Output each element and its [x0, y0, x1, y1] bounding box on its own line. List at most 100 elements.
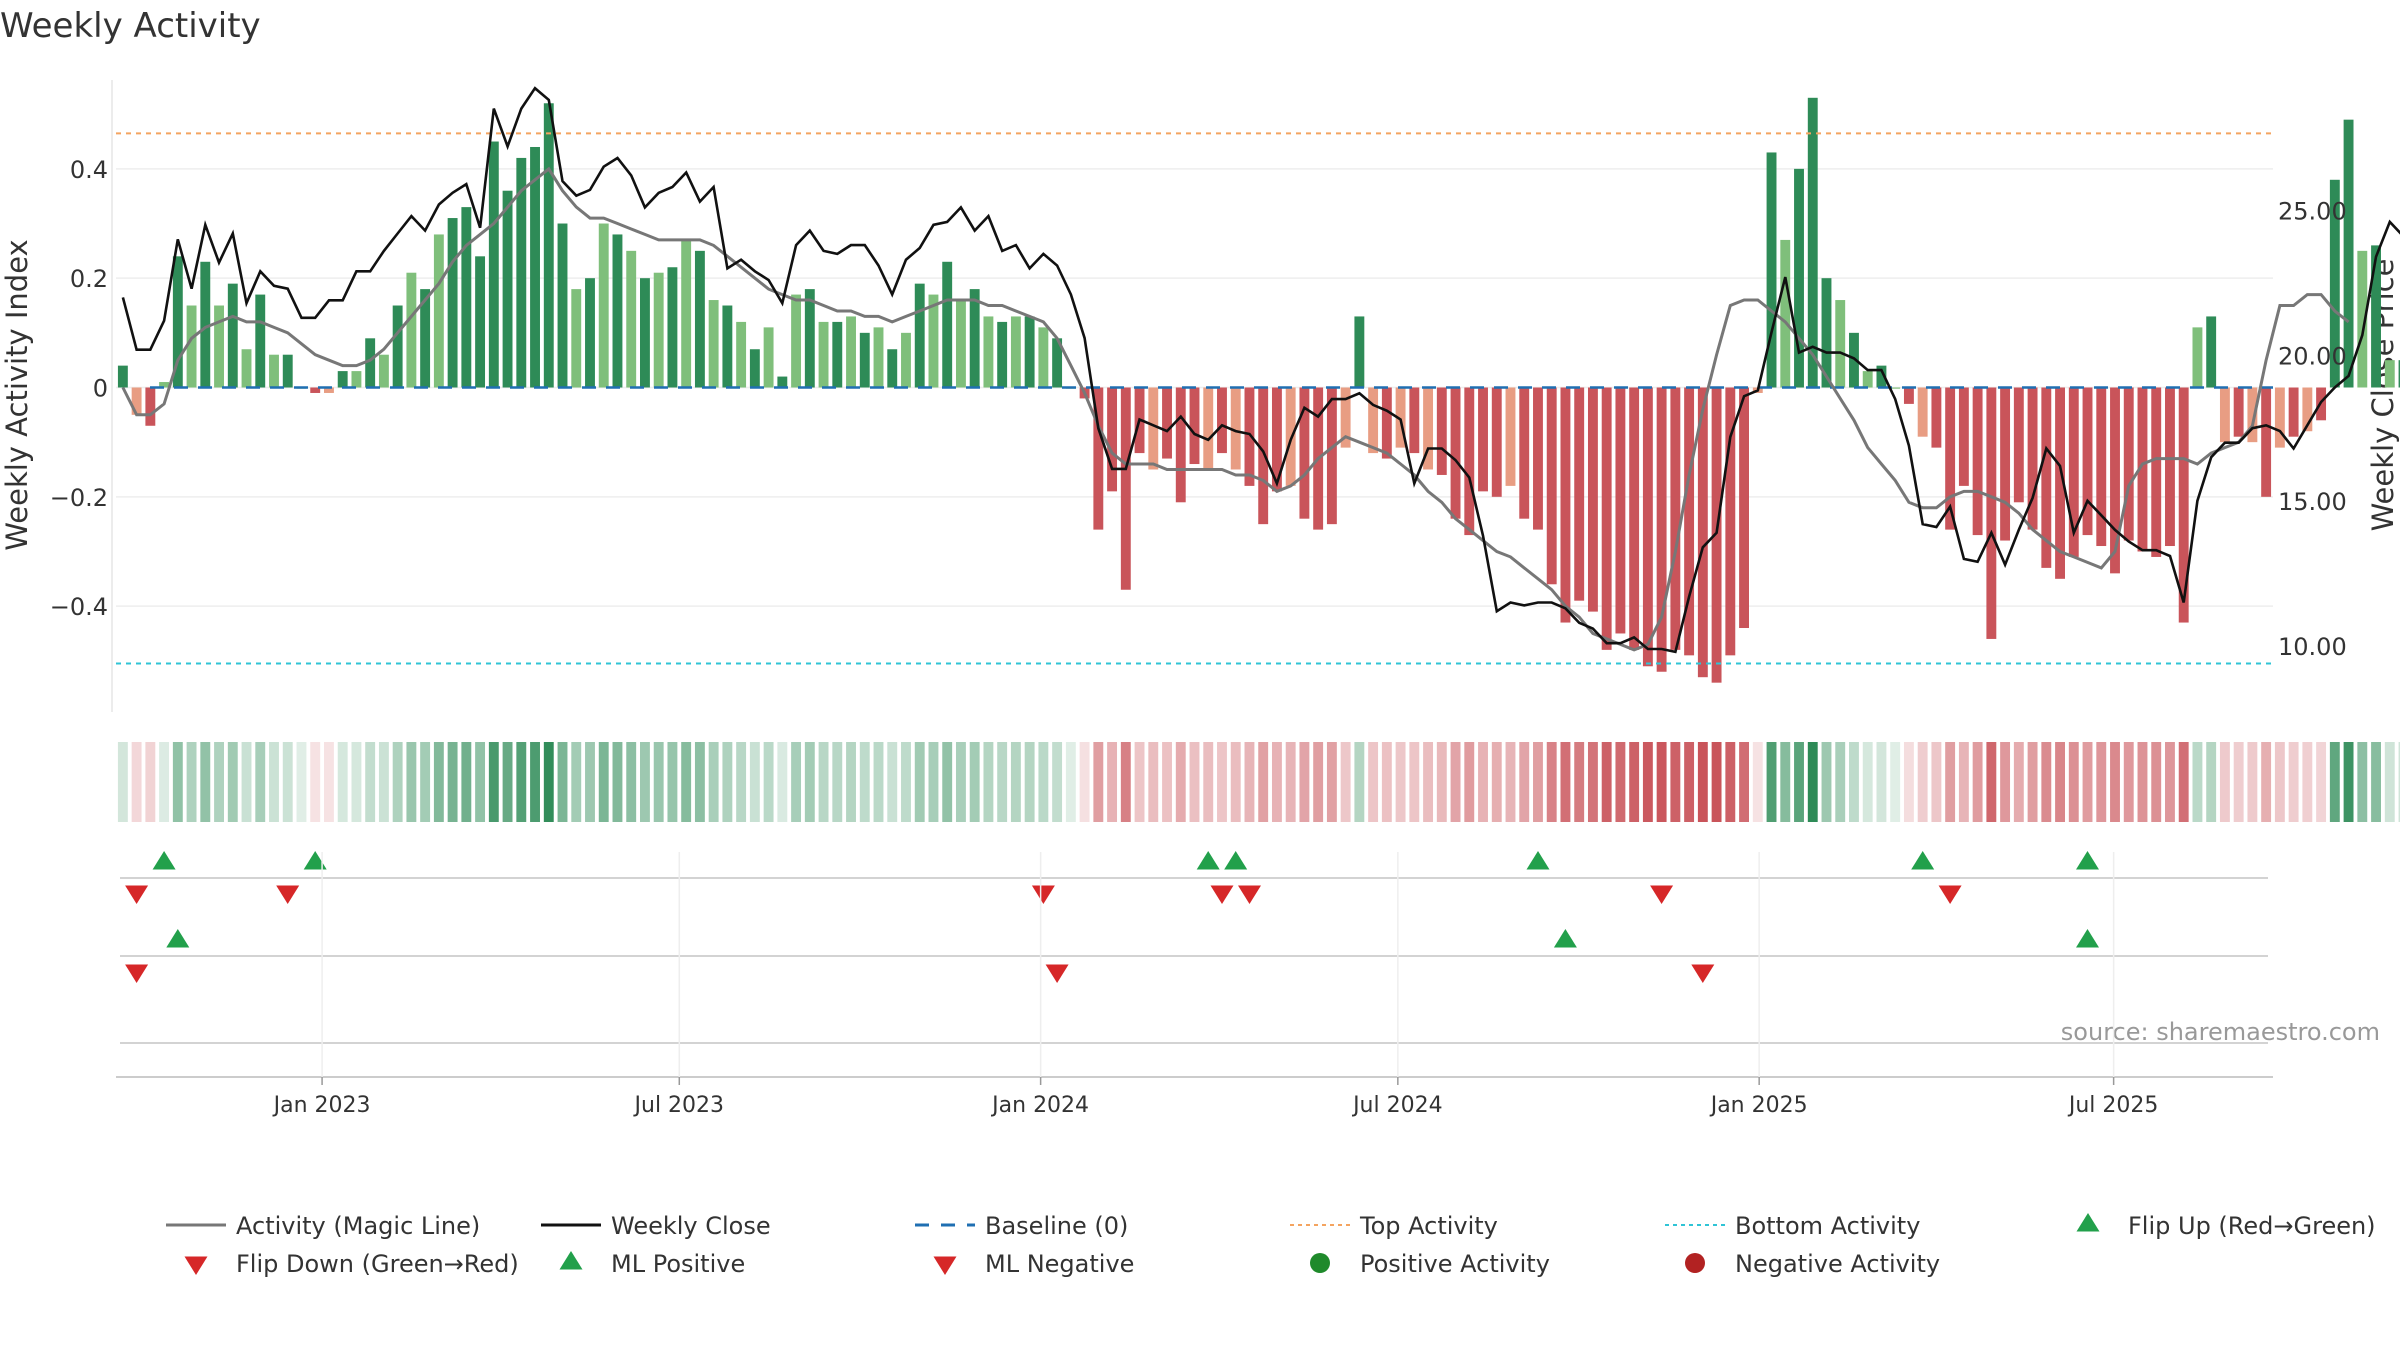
flip-up-marker	[1526, 851, 1550, 870]
activity-bar	[2082, 387, 2093, 536]
heat-cell	[1587, 742, 1598, 822]
heat-cell	[1271, 742, 1282, 822]
activity-bar	[969, 289, 980, 388]
activity-bar	[488, 141, 499, 388]
activity-bar	[612, 234, 623, 388]
activity-bar	[832, 321, 843, 388]
legend-swatch	[559, 1251, 583, 1270]
heat-cell	[337, 742, 348, 822]
activity-bar	[1546, 387, 1557, 585]
activity-bar	[530, 146, 540, 388]
legend-swatch	[184, 1256, 208, 1275]
heat-cell	[1326, 742, 1337, 822]
heat-cell	[1436, 742, 1447, 822]
activity-bar	[2261, 387, 2272, 497]
heat-cell	[1986, 742, 1997, 822]
flip-up-marker	[2076, 851, 2099, 870]
activity-bar	[502, 190, 513, 388]
activity-bar	[639, 278, 650, 388]
heat-cell	[1876, 742, 1887, 822]
heat-cell	[2192, 742, 2203, 822]
activity-bar	[1395, 387, 1406, 448]
legend-label: Bottom Activity	[1735, 1212, 1920, 1240]
legend-item: Bottom Activity	[1665, 1212, 1920, 1240]
activity-bar	[1478, 387, 1488, 492]
activity-bar	[2274, 387, 2285, 448]
heat-cell	[1162, 742, 1172, 822]
ml-positive-marker	[166, 929, 190, 948]
activity-bar	[1725, 387, 1736, 656]
activity-bar	[461, 207, 472, 388]
y-tick-label: −0.2	[50, 484, 108, 512]
legend-label: Activity (Magic Line)	[236, 1212, 480, 1240]
flip-down-marker	[1031, 885, 1055, 904]
activity-bar	[1505, 387, 1516, 486]
heat-cell	[749, 742, 760, 822]
heat-cell	[1615, 742, 1626, 822]
heat-cell	[2096, 742, 2107, 822]
heat-cell	[1299, 742, 1310, 822]
magic-line	[121, 166, 2350, 652]
activity-heat-strip	[117, 742, 2400, 822]
legend-item: ML Positive	[559, 1250, 745, 1278]
activity-bar	[227, 283, 238, 388]
heat-cell	[1450, 742, 1461, 822]
activity-bar	[1629, 387, 1640, 650]
heat-cell	[1945, 742, 1956, 822]
heat-cell	[378, 742, 389, 822]
activity-bar	[1436, 387, 1447, 475]
activity-bar	[1326, 387, 1337, 525]
activity-bar	[365, 338, 376, 388]
x-tick-label: Jul 2025	[2067, 1093, 2159, 1118]
heat-cell	[1670, 742, 1681, 822]
activity-bar	[2371, 245, 2381, 388]
activity-bar	[392, 305, 403, 388]
heat-cell	[873, 742, 884, 822]
activity-bar	[749, 349, 760, 388]
heat-cell	[1821, 742, 1832, 822]
activity-bar	[1189, 387, 1200, 465]
activity-bar	[2110, 387, 2120, 574]
heat-cell	[914, 742, 925, 822]
activity-bar	[433, 234, 444, 388]
activity-bar	[955, 300, 966, 388]
activity-bar	[1354, 316, 1365, 388]
heat-cell	[1203, 742, 1214, 822]
heat-cell	[1038, 742, 1049, 822]
activity-bar	[681, 239, 692, 388]
activity-bar	[722, 305, 733, 388]
activity-bar	[777, 376, 788, 388]
flip-up-marker	[1196, 851, 1220, 870]
reference-lines	[116, 132, 2273, 665]
legend-label: ML Negative	[985, 1250, 1134, 1278]
activity-bar	[2096, 387, 2107, 547]
heat-cell	[1340, 742, 1351, 822]
activity-bar	[1409, 387, 1420, 454]
legend-item: ML Negative	[933, 1250, 1134, 1278]
heat-cell	[1862, 742, 1873, 822]
activity-bar	[2398, 360, 2400, 388]
heat-cell	[543, 742, 554, 822]
activity-bar	[942, 261, 953, 388]
heat-cell	[269, 742, 279, 822]
activity-bar	[2288, 387, 2299, 437]
heat-cell	[186, 742, 197, 822]
heat-cell	[1010, 742, 1021, 822]
activity-bar	[1684, 387, 1695, 656]
heat-cell	[461, 742, 472, 822]
activity-bar	[2137, 387, 2148, 552]
activity-bar	[1986, 387, 1997, 639]
activity-bar	[159, 382, 170, 388]
activity-bar	[1052, 338, 1063, 388]
activity-bar	[1876, 365, 1887, 388]
heat-cell	[1711, 742, 1722, 822]
price-and-magic-lines	[121, 86, 2400, 654]
heat-cell	[488, 742, 499, 822]
activity-bar	[1148, 387, 1159, 470]
activity-bar	[708, 300, 719, 388]
activity-bar	[406, 272, 417, 388]
activity-bar	[1615, 387, 1626, 634]
activity-bar	[1340, 387, 1351, 448]
heat-cell	[804, 742, 815, 822]
